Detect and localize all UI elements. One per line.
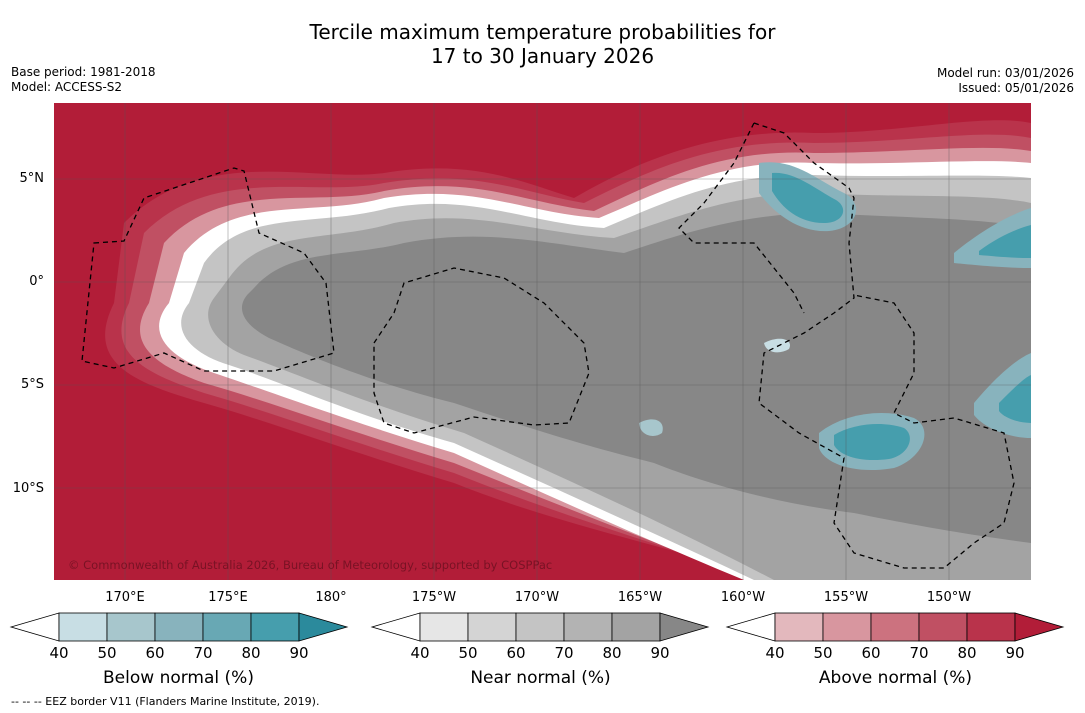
below-normal-blob-south-core — [834, 423, 910, 461]
below-normal-blob-north-core — [772, 172, 844, 223]
lon-label-175w: 175°W — [411, 590, 457, 605]
near-segment — [419, 612, 469, 642]
lon-label-180: 180° — [315, 590, 347, 605]
below-normal-title: Below normal (%) — [103, 668, 254, 688]
copyright-notice: © Commonwealth of Australia 2026, Bureau… — [68, 558, 552, 572]
lon-label-170e: 170°E — [105, 590, 145, 605]
below-segment — [250, 612, 300, 642]
above-tick-label: 90 — [1005, 644, 1025, 662]
issued-date: Issued: 05/01/2026 — [958, 81, 1074, 95]
near-segment — [515, 612, 565, 642]
lon-label-170w: 170°W — [514, 590, 560, 605]
title-line-1: Tercile maximum temperature probabilitie… — [309, 20, 776, 44]
near-tick-label: 80 — [602, 644, 622, 662]
near-segment — [611, 612, 661, 642]
near-tick-label: 90 — [650, 644, 670, 662]
below-extend-high — [298, 612, 349, 642]
eez-borders — [81, 122, 1015, 569]
below-tick-label: 40 — [49, 644, 69, 662]
above-segment — [870, 612, 920, 642]
above-tick-label: 50 — [813, 644, 833, 662]
near-tick-label: 60 — [506, 644, 526, 662]
lon-label-150w: 150°W — [926, 590, 972, 605]
meta-right: Model run: 03/01/2026 Issued: 05/01/2026 — [937, 66, 1074, 96]
map-grid — [54, 103, 1031, 580]
below-tick-label: 70 — [193, 644, 213, 662]
below-tick-label: 80 — [241, 644, 261, 662]
below-tick-label: 90 — [289, 644, 309, 662]
lon-label-175e: 175°E — [208, 590, 248, 605]
lon-label-155w: 155°W — [823, 590, 869, 605]
above-segment — [918, 612, 968, 642]
above-normal-title: Above normal (%) — [818, 668, 973, 688]
base-period: Base period: 1981-2018 — [11, 65, 156, 79]
lon-label-160w: 160°W — [720, 590, 766, 605]
chart-title: Tercile maximum temperature probabilitie… — [0, 20, 1085, 68]
above-tick-label: 70 — [909, 644, 929, 662]
above-tick-label: 40 — [765, 644, 785, 662]
below-tick-label: 60 — [145, 644, 165, 662]
below-normal-blob-southeast-core — [999, 375, 1031, 423]
near-normal-title: Near normal (%) — [470, 668, 611, 688]
below-extend-low — [9, 612, 60, 642]
lat-label-10s: 10°S — [12, 481, 44, 496]
lat-label-5s: 5°S — [20, 377, 44, 392]
probability-map: © Commonwealth of Australia 2026, Bureau… — [54, 103, 1031, 580]
near-tick-label: 70 — [554, 644, 574, 662]
below-segment — [106, 612, 156, 642]
below-normal-blob-small-2 — [764, 338, 790, 353]
below-segment — [58, 612, 108, 642]
colorbars — [9, 612, 1065, 642]
near-tick-label: 50 — [458, 644, 478, 662]
lat-label-0: 0° — [29, 274, 44, 289]
near-extend-high — [659, 612, 710, 642]
eez-footnote: -- -- -- EEZ border V11 (Flanders Marine… — [11, 695, 320, 708]
above-segment — [966, 612, 1016, 642]
near-segment — [563, 612, 613, 642]
above-segment — [822, 612, 872, 642]
lon-label-165w: 165°W — [617, 590, 663, 605]
colorbar-near-normal — [370, 612, 710, 642]
below-normal-blob-small-1 — [639, 419, 663, 436]
meta-left: Base period: 1981-2018 Model: ACCESS-S2 — [11, 65, 156, 95]
near-segment — [467, 612, 517, 642]
title-line-2: 17 to 30 January 2026 — [430, 44, 655, 68]
map-canvas: © Commonwealth of Australia 2026, Bureau… — [54, 103, 1031, 580]
below-segment — [202, 612, 252, 642]
below-segment — [154, 612, 204, 642]
near-extend-low — [370, 612, 421, 642]
below-tick-label: 50 — [97, 644, 117, 662]
above-extend-high — [1014, 612, 1065, 642]
model-name: Model: ACCESS-S2 — [11, 80, 123, 94]
above-tick-label: 60 — [861, 644, 881, 662]
colorbar-below-normal — [9, 612, 349, 642]
below-normal-blob-east-core — [979, 225, 1031, 258]
above-segment — [774, 612, 824, 642]
lat-label-5n: 5°N — [19, 171, 45, 186]
colorbar-above-normal — [725, 612, 1065, 642]
above-tick-label: 80 — [957, 644, 977, 662]
above-extend-low — [725, 612, 776, 642]
near-tick-label: 40 — [410, 644, 430, 662]
model-run: Model run: 03/01/2026 — [936, 66, 1074, 80]
